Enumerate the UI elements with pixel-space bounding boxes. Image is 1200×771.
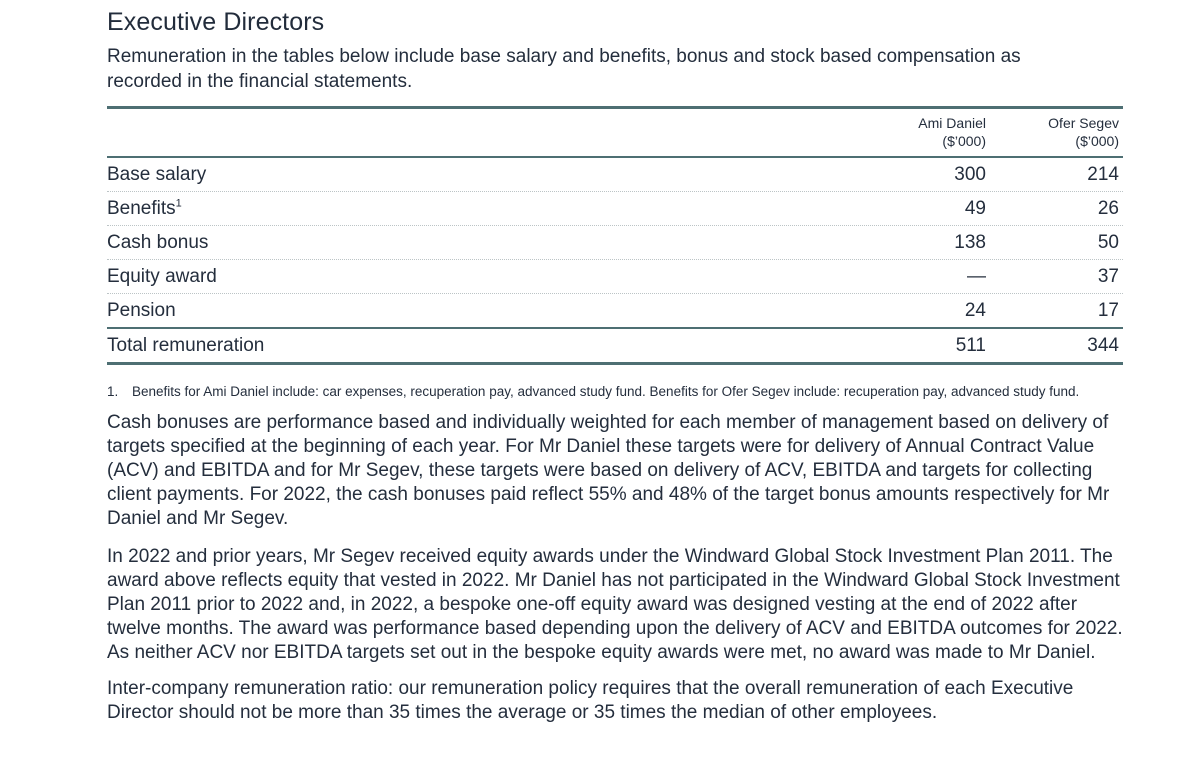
value-ofer-segev: 214 bbox=[1087, 163, 1119, 185]
row-label: Pension bbox=[107, 299, 176, 321]
value-ofer-segev: 17 bbox=[1097, 299, 1119, 321]
footnote-text: Benefits for Ami Daniel include: car exp… bbox=[132, 384, 1080, 399]
table-row-base-salary: Base salary 300 214 bbox=[107, 158, 1123, 191]
remuneration-table: Ami Daniel ($’000) Ofer Segev ($’000) Ba… bbox=[107, 106, 1123, 365]
value-ofer-segev: 344 bbox=[1087, 334, 1119, 356]
value-ami-daniel: 300 bbox=[954, 163, 986, 185]
table-row-total-remuneration: Total remuneration 511 344 bbox=[107, 327, 1123, 362]
value-ofer-segev: 26 bbox=[1097, 197, 1119, 219]
table-header-row: Ami Daniel ($’000) Ofer Segev ($’000) bbox=[107, 109, 1123, 158]
value-ami-daniel: 24 bbox=[964, 299, 986, 321]
value-ami-daniel: 138 bbox=[954, 231, 986, 253]
paragraph-remuneration-ratio: Inter-company remuneration ratio: our re… bbox=[107, 678, 1074, 723]
column-header-ami-daniel: Ami Daniel ($’000) bbox=[846, 114, 986, 150]
column-unit: ($’000) bbox=[1075, 133, 1119, 149]
value-ami-daniel: — bbox=[967, 265, 986, 287]
footnote-marker: 1. bbox=[107, 384, 119, 399]
value-ami-daniel: 511 bbox=[955, 334, 986, 356]
row-label: Base salary bbox=[107, 163, 207, 185]
footnote-reference: 1 bbox=[175, 197, 182, 210]
table-row-benefits: Benefits1 49 26 bbox=[107, 191, 1123, 225]
value-ofer-segev: 50 bbox=[1097, 231, 1119, 253]
intro-paragraph: Remuneration in the tables below include… bbox=[107, 46, 1021, 92]
value-ami-daniel: 49 bbox=[964, 197, 986, 219]
table-row-equity-award: Equity award — 37 bbox=[107, 259, 1123, 293]
row-label: Total remuneration bbox=[107, 334, 265, 356]
table-row-cash-bonus: Cash bonus 138 50 bbox=[107, 225, 1123, 259]
value-ofer-segev: 37 bbox=[1097, 265, 1119, 287]
row-label: Equity award bbox=[107, 265, 217, 287]
page-title: Executive Directors bbox=[107, 8, 325, 36]
row-label-text: Benefits bbox=[107, 197, 176, 219]
column-name: Ofer Segev bbox=[1048, 115, 1119, 131]
table-row-pension: Pension 24 17 bbox=[107, 293, 1123, 327]
paragraph-equity-awards: In 2022 and prior years, Mr Segev receiv… bbox=[107, 546, 1123, 663]
paragraph-cash-bonuses: Cash bonuses are performance based and i… bbox=[107, 412, 1110, 529]
column-unit: ($’000) bbox=[942, 133, 986, 149]
column-name: Ami Daniel bbox=[918, 115, 986, 131]
row-label: Benefits1 bbox=[107, 198, 866, 220]
table-footnote: 1. Benefits for Ami Daniel include: car … bbox=[107, 383, 1123, 400]
row-label: Cash bonus bbox=[107, 231, 209, 253]
column-header-ofer-segev: Ofer Segev ($’000) bbox=[986, 114, 1123, 150]
